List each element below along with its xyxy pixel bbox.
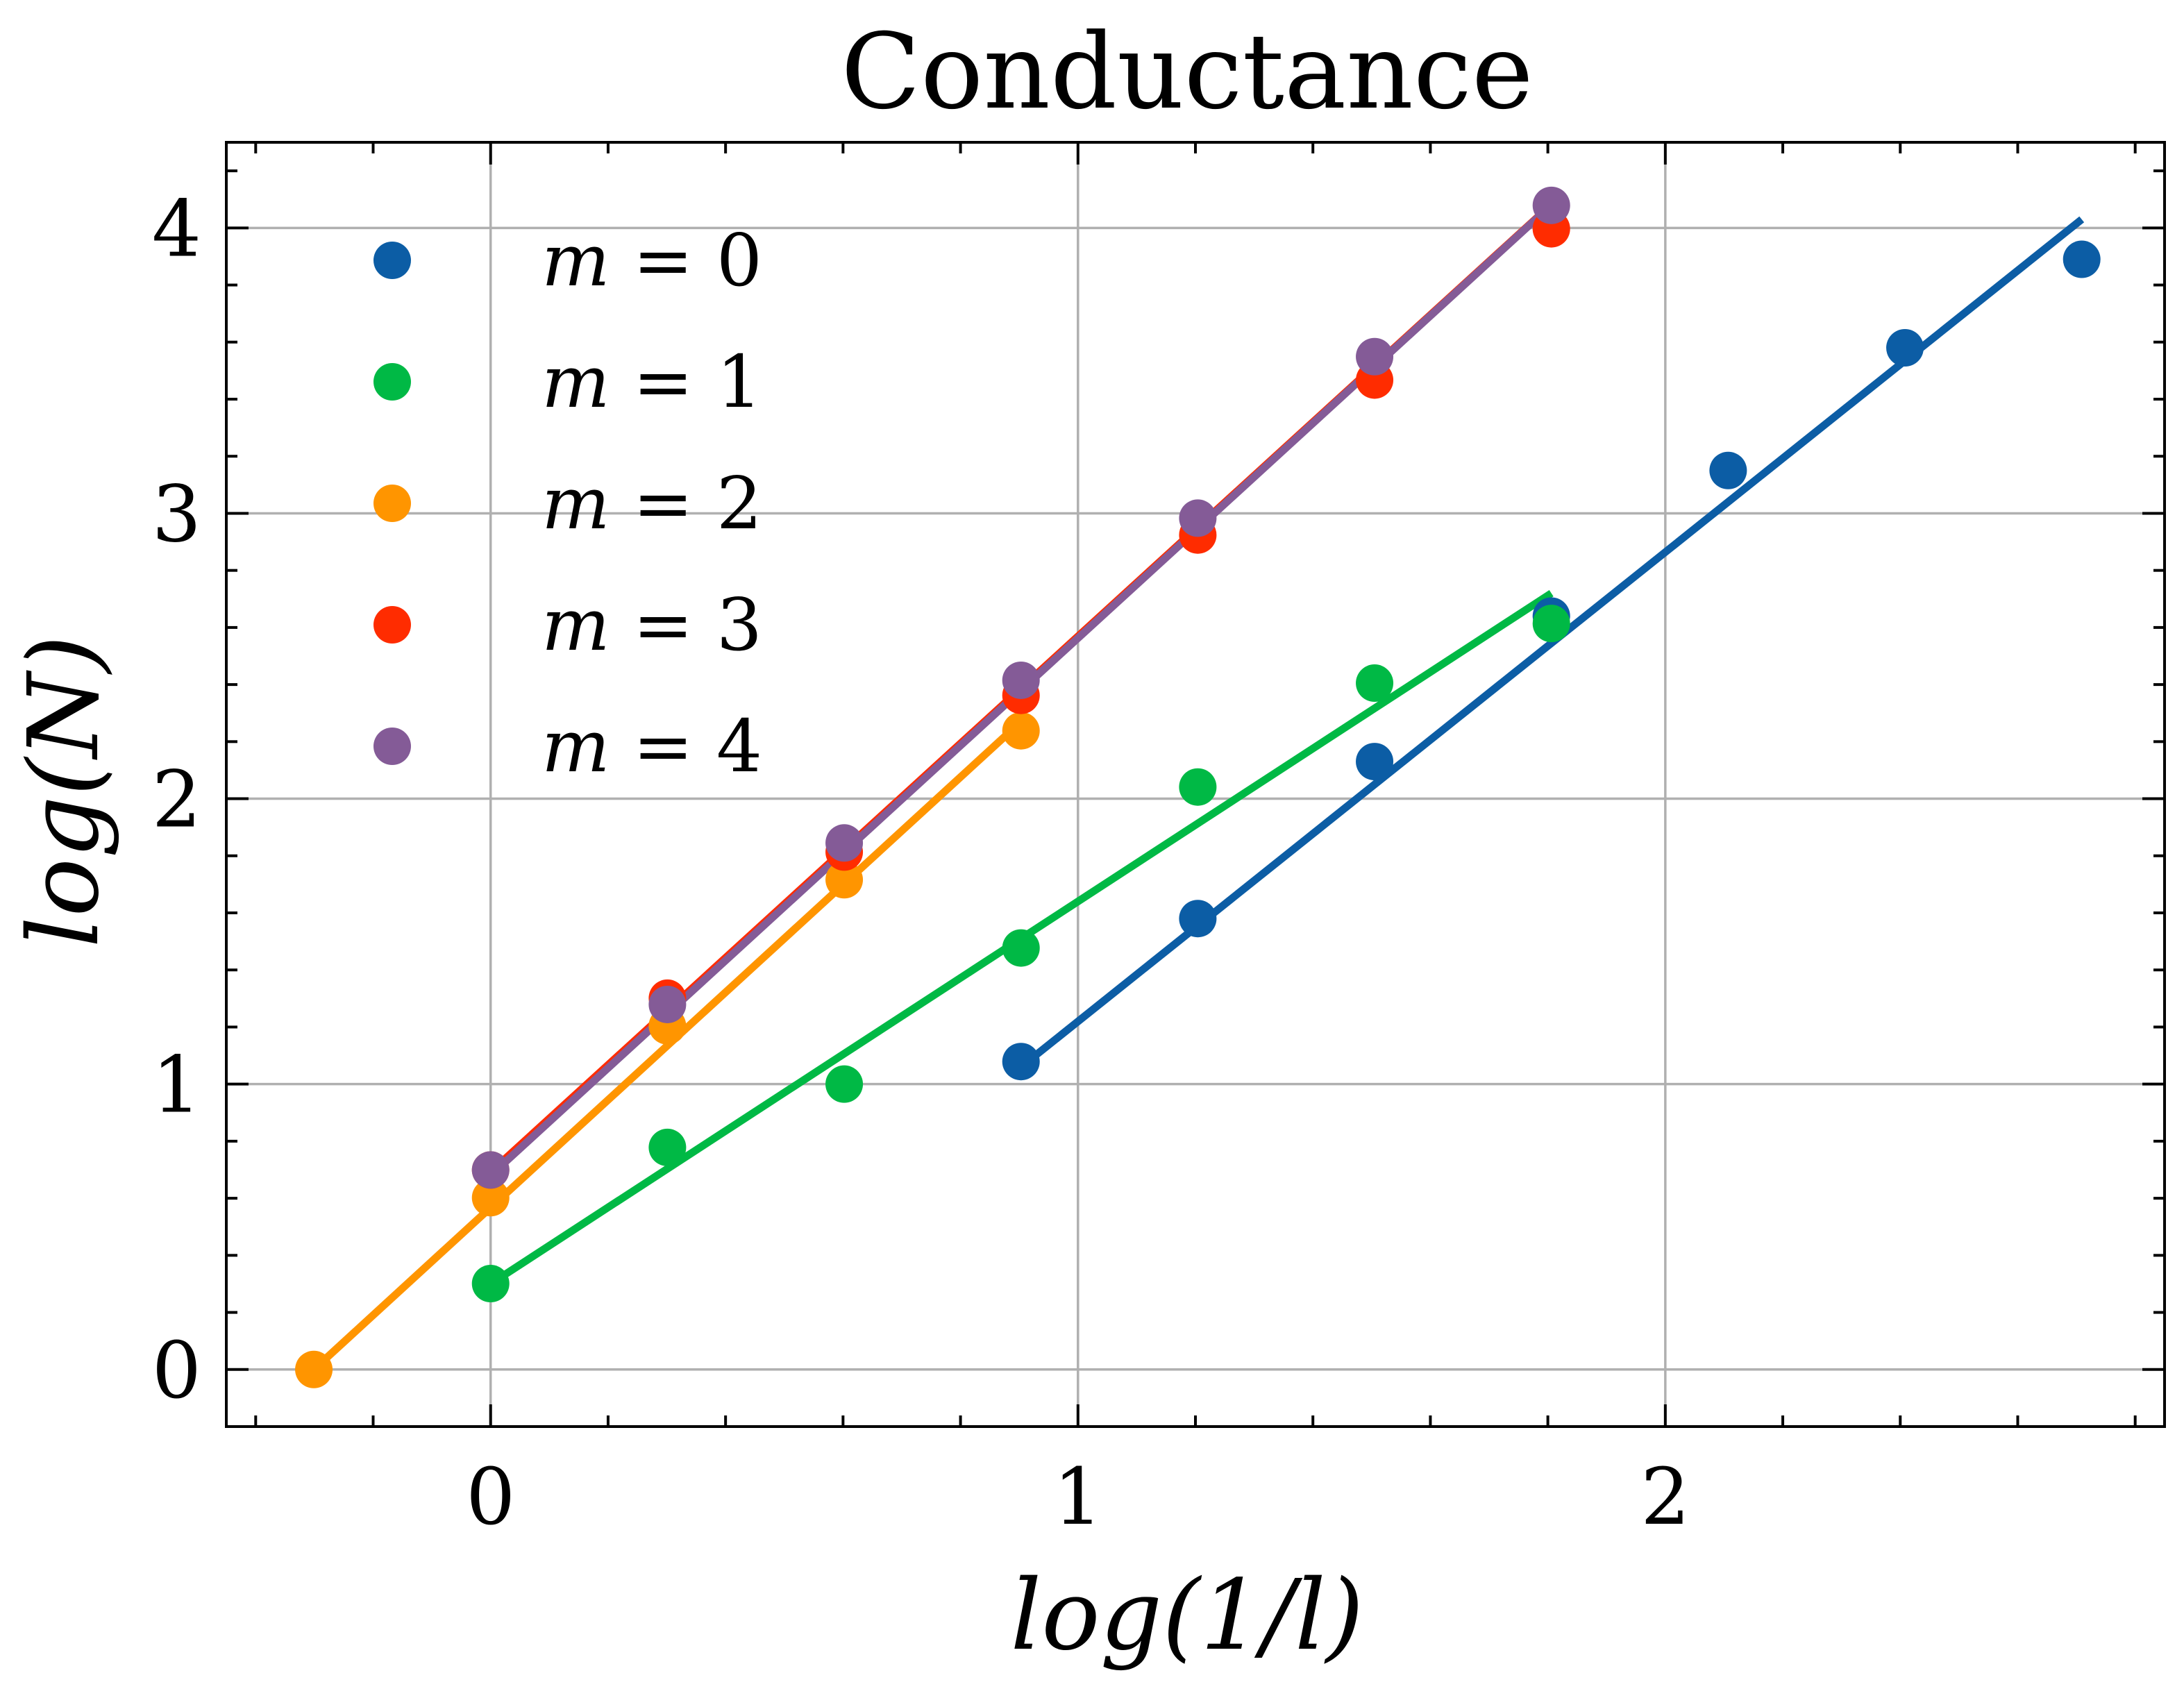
data-point-m1 <box>825 1065 864 1103</box>
data-point-m1 <box>471 1265 510 1303</box>
y-tick-label: 3 <box>152 469 201 560</box>
data-point-m1 <box>1532 605 1570 643</box>
data-point-m4 <box>1532 186 1570 224</box>
data-point-m2 <box>825 861 864 899</box>
chart-title: Conductance <box>841 12 1533 133</box>
y-tick-label: 2 <box>152 755 201 846</box>
legend-label-m1: m = 1 <box>541 339 762 424</box>
data-point-m1 <box>1002 929 1040 967</box>
data-points <box>295 186 2101 1388</box>
data-point-m1 <box>648 1128 687 1166</box>
data-point-m0 <box>1002 1043 1040 1081</box>
axis-ticks <box>226 142 2165 1428</box>
data-point-m0 <box>1709 451 1747 489</box>
x-tick-label: 1 <box>1053 1452 1102 1543</box>
data-point-m4 <box>471 1151 510 1189</box>
x-axis-label: log(1/l) <box>1011 1559 1364 1672</box>
y-tick-label: 0 <box>152 1326 201 1416</box>
data-point-m4 <box>825 824 864 862</box>
legend-marker-m1 <box>373 363 411 401</box>
tick-labels: 0 1 2 0 1 2 3 4 <box>152 184 1690 1543</box>
legend-label-m3: m = 3 <box>541 582 762 667</box>
x-tick-label: 2 <box>1640 1452 1690 1543</box>
legend-label-m0: m = 0 <box>541 218 762 303</box>
y-axis-label: log(N) <box>8 635 121 948</box>
data-point-m0 <box>1356 743 1394 781</box>
legend-marker-m4 <box>373 728 411 765</box>
y-tick-label: 4 <box>152 184 201 274</box>
data-point-m4 <box>1002 661 1040 699</box>
data-point-m0 <box>1179 900 1217 938</box>
legend-marker-m0 <box>373 242 411 279</box>
data-point-m2 <box>1002 712 1040 750</box>
legend-label-m2: m = 2 <box>541 461 762 546</box>
fit-line-m2 <box>311 718 1024 1372</box>
legend-label-m4: m = 4 <box>541 704 762 789</box>
legend-marker-m2 <box>373 485 411 522</box>
data-point-m4 <box>648 985 687 1023</box>
legend-marker-m3 <box>373 606 411 644</box>
data-point-m1 <box>1356 664 1394 703</box>
data-point-m4 <box>1179 499 1217 537</box>
data-point-m0 <box>2063 240 2101 278</box>
legend: m = 0 m = 1 m = 2 m = 3 m = 4 <box>373 218 762 789</box>
x-tick-label: 0 <box>466 1452 515 1543</box>
data-point-m4 <box>1356 337 1394 376</box>
data-point-m2 <box>471 1179 510 1217</box>
data-point-m1 <box>1179 768 1217 806</box>
data-point-m0 <box>1886 329 1924 367</box>
data-point-m2 <box>295 1350 333 1388</box>
y-tick-label: 1 <box>152 1041 201 1131</box>
